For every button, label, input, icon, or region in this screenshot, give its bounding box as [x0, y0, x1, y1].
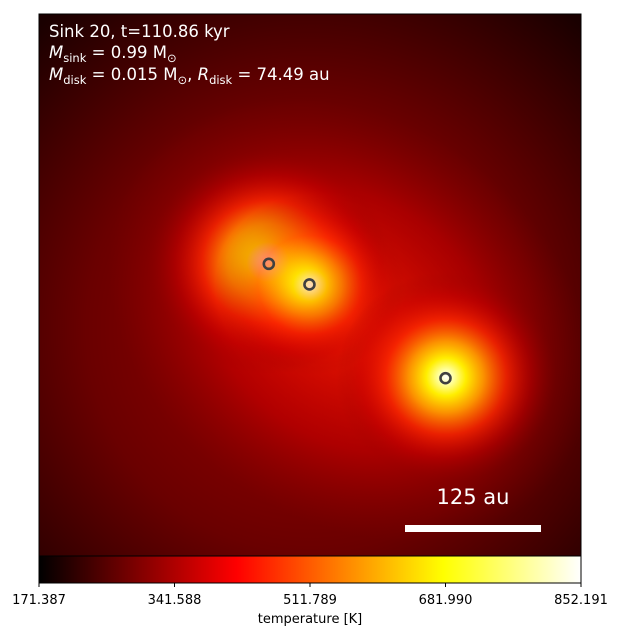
colorbar-ticks: 171.387 341.588 511.789 681.990 852.191	[12, 583, 608, 608]
annotation-line-3: Mdisk = 0.015 M⊙, Rdisk = 74.49 au	[49, 65, 330, 87]
colorbar-tick-label: 171.387	[12, 593, 66, 608]
scale-bar-label: 125 au	[437, 485, 510, 509]
scale-bar	[405, 525, 541, 532]
colorbar-tick-label: 852.191	[554, 593, 608, 608]
sink-markers	[262, 257, 452, 385]
sink-marker-2	[303, 278, 316, 291]
colorbar-label: temperature [K]	[258, 612, 363, 627]
hot-region-3	[336, 272, 556, 482]
annotation-line-1: Sink 20, t=110.86 kyr	[49, 22, 230, 41]
colorbar-tick-label: 681.990	[419, 593, 473, 608]
colorbar-tick-label: 511.789	[283, 593, 337, 608]
sink-marker-3	[439, 371, 452, 385]
annotation-line-2: Msink = 0.99 M⊙	[49, 43, 177, 65]
colorbar-tick-label: 341.588	[148, 593, 202, 608]
sink-marker-1	[262, 257, 276, 271]
colorbar	[38, 555, 582, 584]
heatmap-panel	[39, 14, 581, 556]
